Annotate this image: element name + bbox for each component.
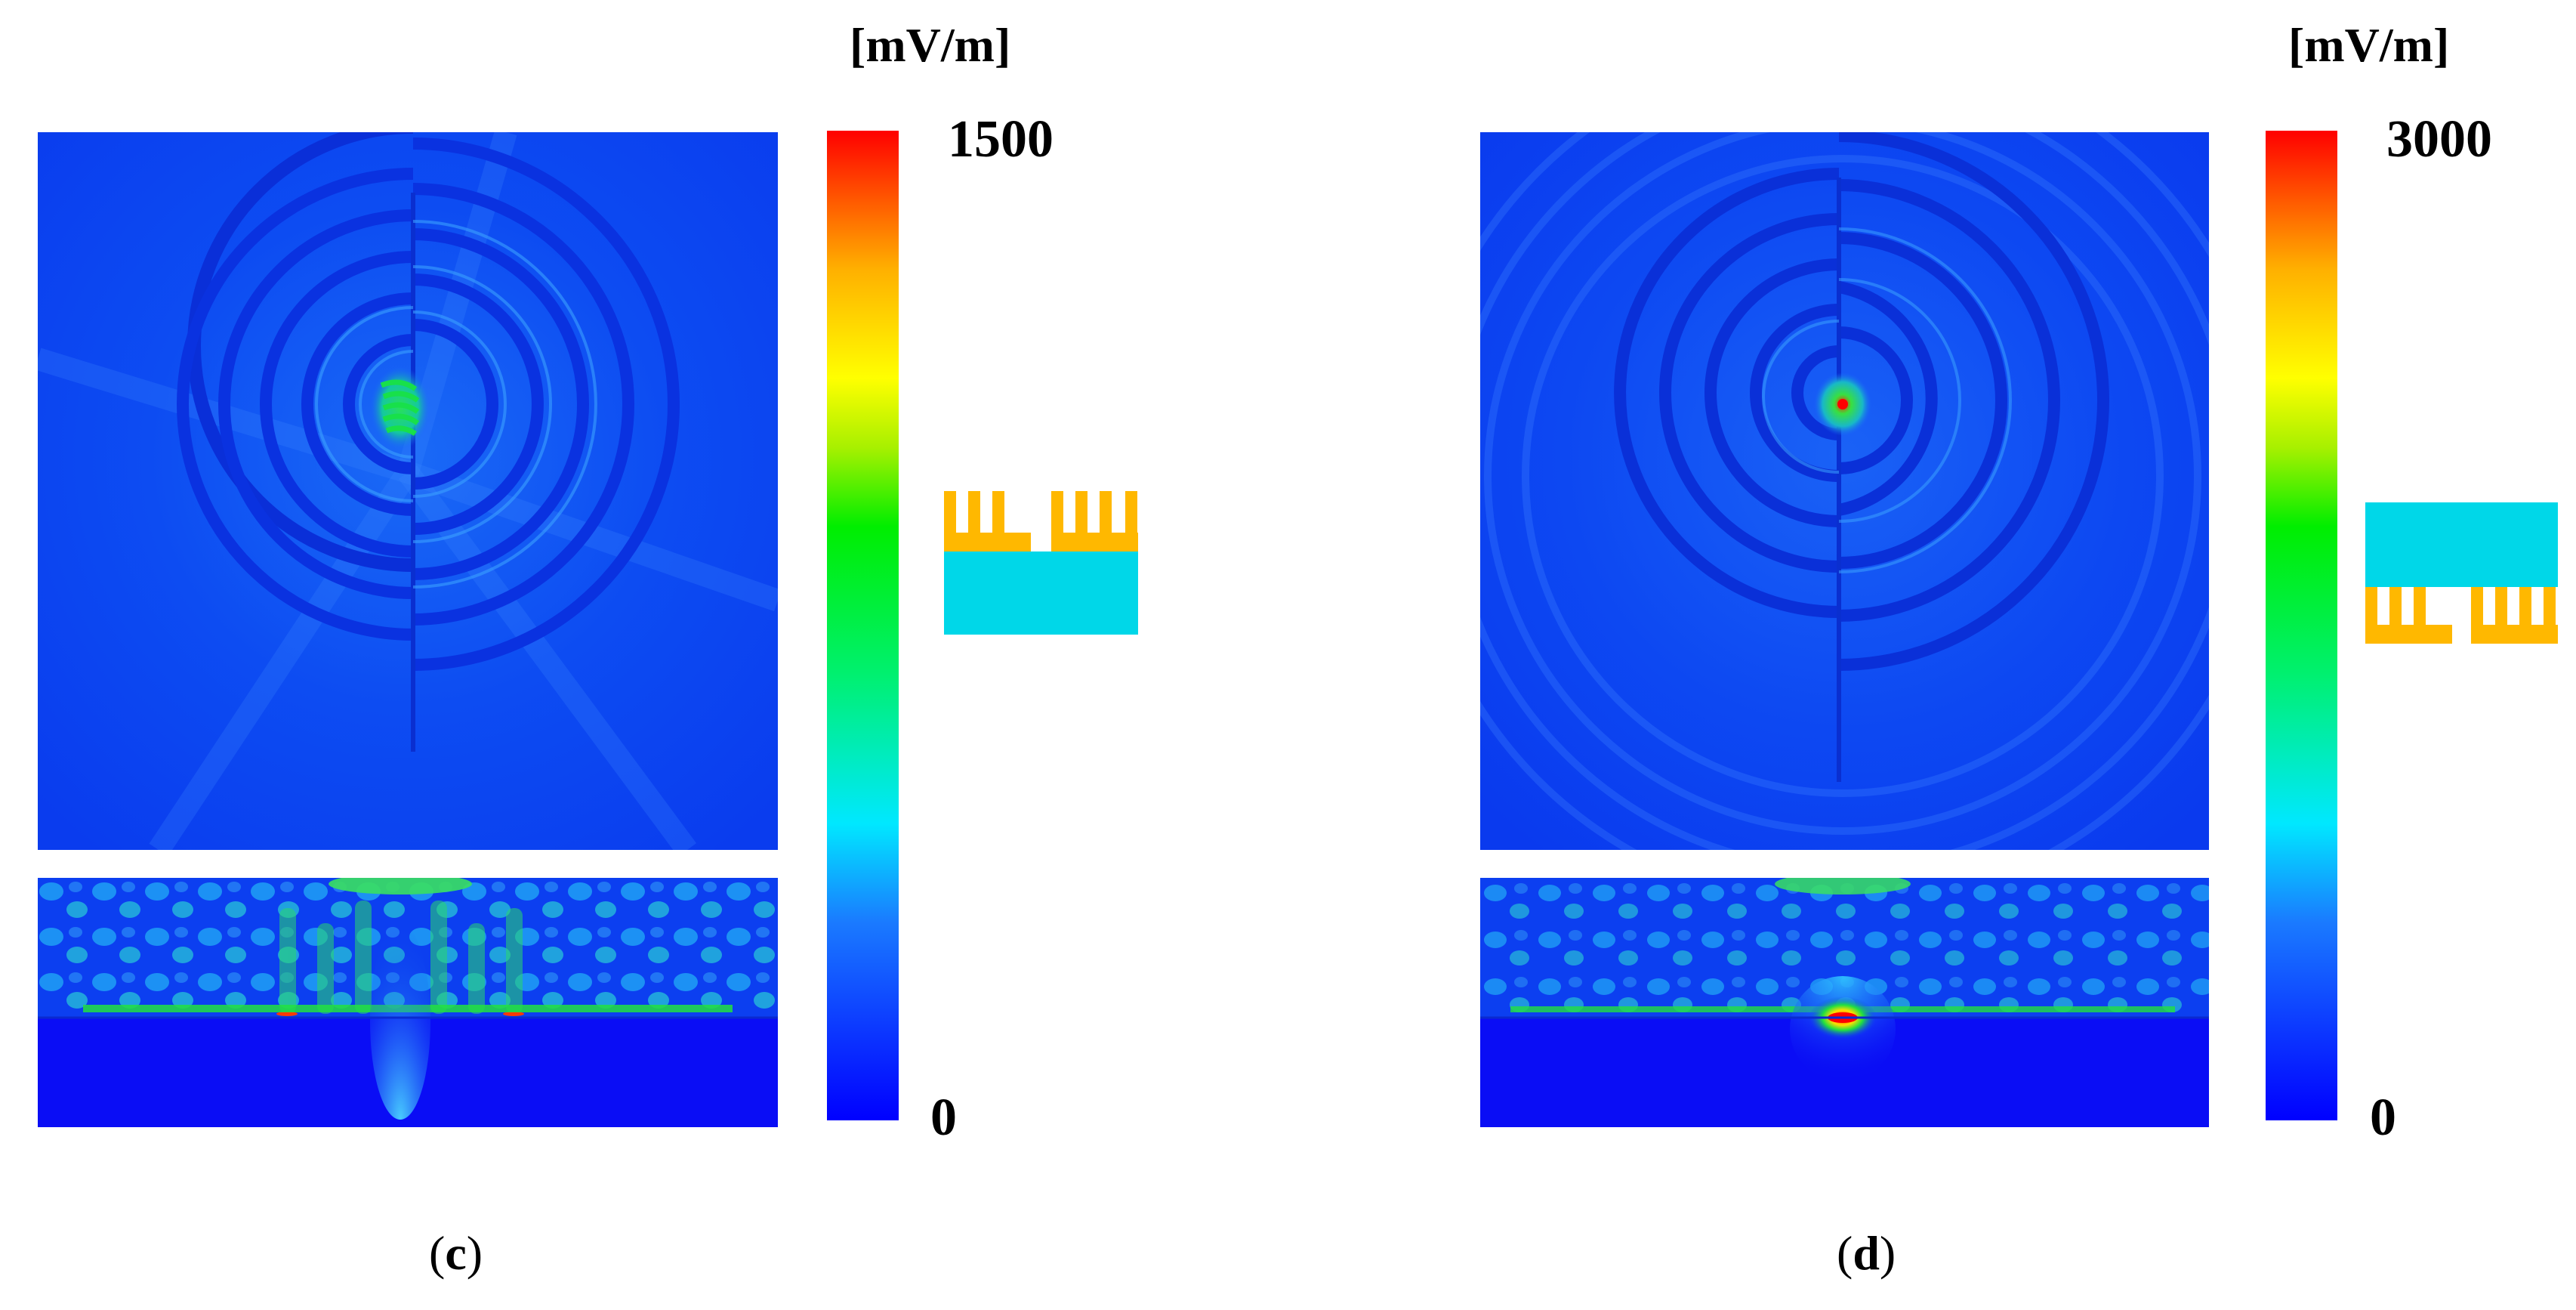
top-view-field-map	[38, 132, 778, 850]
cross-section-field-map	[38, 878, 778, 1127]
colorbar-unit-label: [mV/m]	[850, 18, 1011, 72]
colorbar-max-label: 1500	[948, 110, 1054, 168]
top-view-field-map	[1480, 132, 2209, 850]
device-schematic	[2365, 502, 2562, 653]
colorbar-min-label: 0	[930, 1089, 957, 1147]
panel-caption: (d)	[1837, 1226, 1896, 1280]
colorbar	[827, 131, 899, 1120]
device-schematic	[944, 484, 1140, 642]
cross-section-field-map	[1480, 878, 2209, 1127]
colorbar	[2266, 131, 2337, 1120]
colorbar-unit-label: [mV/m]	[2288, 18, 2450, 72]
colorbar-max-label: 3000	[2386, 110, 2492, 168]
colorbar-min-label: 0	[2370, 1089, 2396, 1147]
panel-caption: (c)	[429, 1226, 483, 1280]
panel-c: [mV/m] 1500 0 (c)	[0, 0, 1284, 1310]
panel-d: [mV/m] 3000 0 (d)	[1288, 0, 2571, 1310]
